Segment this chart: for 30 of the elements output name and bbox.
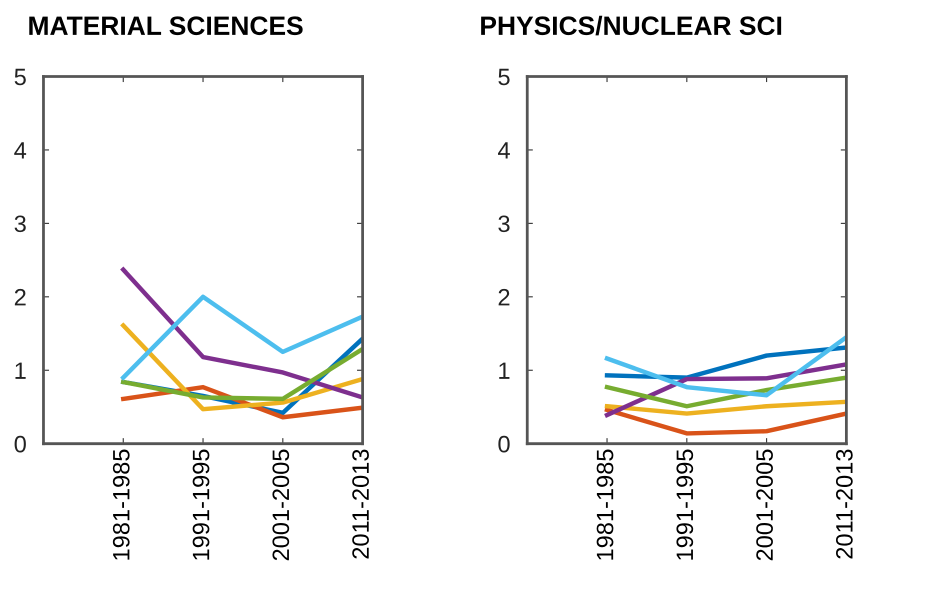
y-tick-label: 5 xyxy=(14,68,26,86)
chart-title: MATERIAL SCIENCES xyxy=(29,16,303,36)
x-tick-label: 2011-2013 xyxy=(836,450,853,559)
line-series xyxy=(121,346,363,402)
chart-title: PHYSICS/NUCLEAR SCI xyxy=(481,16,782,36)
x-tick-label: 1981-1985 xyxy=(112,450,130,560)
x-tick-label: 2011-2013 xyxy=(352,450,369,559)
x-tick-label: 1981-1985 xyxy=(596,450,614,560)
x-tick-label: 1991-1995 xyxy=(676,450,694,560)
y-tick-label: 4 xyxy=(498,142,510,158)
x-tick-label: 2001-2005 xyxy=(756,450,773,560)
line-series xyxy=(604,362,846,418)
line-series xyxy=(121,267,363,400)
y-tick-label: 2 xyxy=(14,288,26,306)
line-series xyxy=(121,294,363,380)
y-tick-label: 4 xyxy=(14,142,26,158)
y-tick-label: 1 xyxy=(499,362,510,379)
y-tick-label: 0 xyxy=(14,436,26,452)
y-tick-label: 3 xyxy=(498,215,510,232)
y-tick-label: 2 xyxy=(498,288,510,306)
x-tick-label: 2001-2005 xyxy=(272,450,290,560)
y-tick-label: 3 xyxy=(14,215,26,232)
line-series xyxy=(604,408,846,436)
y-tick-label: 1 xyxy=(15,362,26,379)
x-tick-label: 1991-1995 xyxy=(192,450,210,560)
line-series xyxy=(604,334,846,398)
line-series xyxy=(121,323,363,412)
line-series xyxy=(604,375,846,408)
y-tick-label: 0 xyxy=(498,436,510,452)
y-tick-label: 5 xyxy=(498,68,510,86)
